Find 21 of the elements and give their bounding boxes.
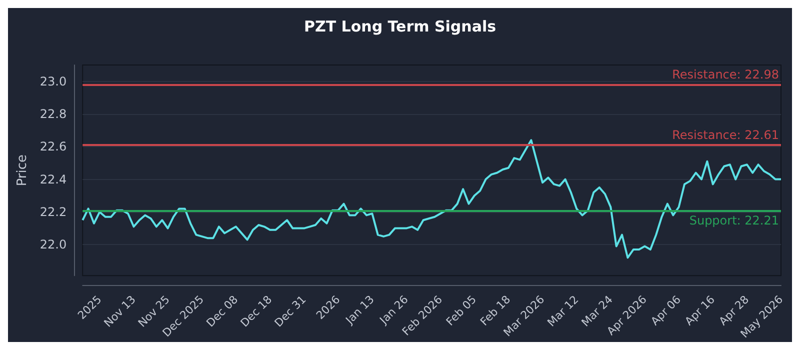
x-tick-label: Feb 05 (444, 293, 479, 328)
ref-line-label: Resistance: 22.98 (672, 68, 779, 82)
line-series (82, 139, 782, 259)
ref-line-label: Support: 22.21 (689, 213, 779, 228)
y-tick-label: 22.6 (40, 140, 67, 154)
y-tick-label: 22.4 (40, 172, 67, 186)
x-tick-label: Apr 16 (682, 293, 718, 328)
y-tick-label: 22.2 (40, 204, 67, 219)
x-tick-label: Jan 13 (342, 293, 377, 328)
y-tick-label: 23.0 (40, 74, 67, 88)
x-tick-label: Dec 31 (272, 293, 309, 330)
x-tick-label: Dec 08 (204, 293, 241, 330)
y-tick-label: 22.0 (40, 238, 67, 252)
chart-title: PZT Long Term Signals (304, 18, 496, 36)
y-tick-label: 22.8 (40, 106, 67, 121)
x-tick-label: Nov 13 (102, 293, 138, 330)
x-tick-label: Mar 12 (544, 293, 582, 330)
x-tick-label: Dec 18 (238, 293, 275, 330)
y-axis-title: Price (15, 154, 30, 186)
x-tick-label: Apr 06 (648, 293, 684, 328)
ref-line-label: Resistance: 22.61 (672, 128, 779, 142)
